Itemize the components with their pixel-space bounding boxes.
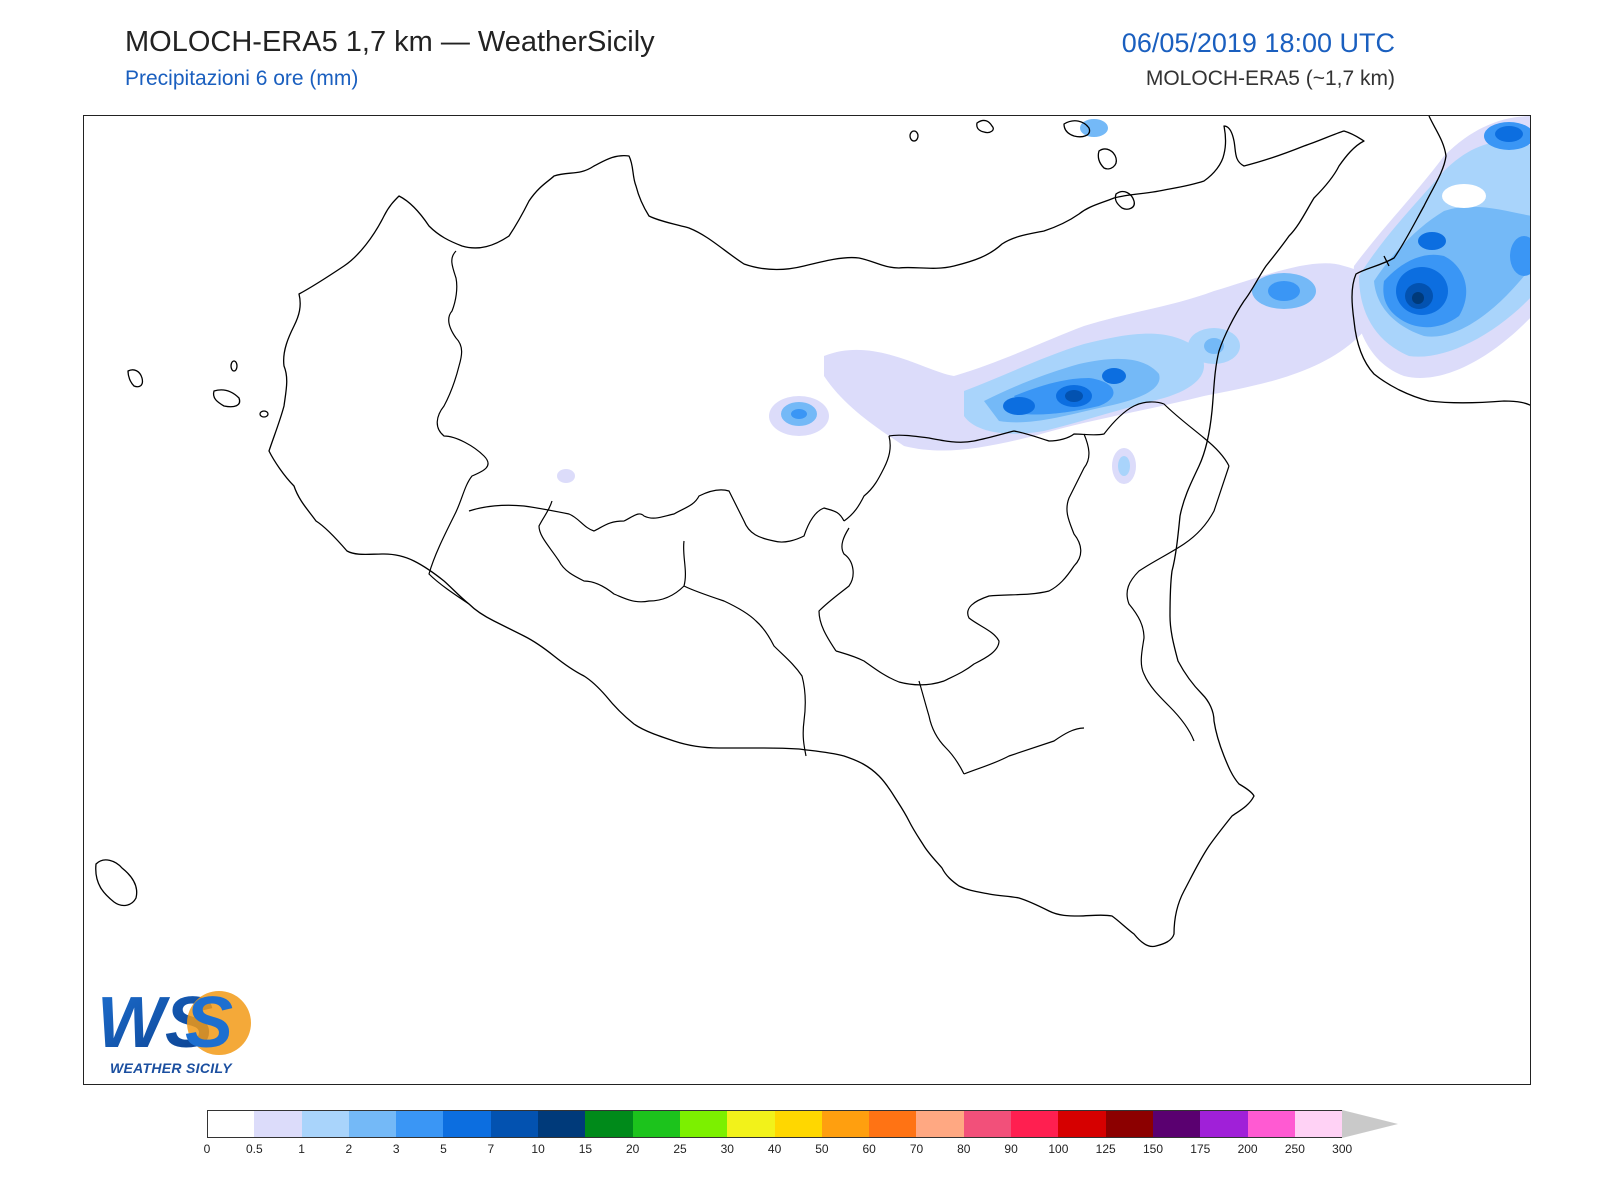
colorbar-cell (1247, 1110, 1295, 1138)
colorbar-tick-label: 1 (298, 1142, 305, 1156)
colorbar-cell (490, 1110, 539, 1138)
precip-area-lt1 (1442, 184, 1486, 208)
colorbar-tick-label: 0.5 (245, 1142, 263, 1156)
colorbar-cell (727, 1110, 775, 1138)
colorbar-cell (1105, 1110, 1153, 1138)
colorbar-tick-label: 175 (1190, 1142, 1211, 1156)
colorbar-tick-label: 70 (909, 1142, 924, 1156)
colorbar-cell (396, 1110, 444, 1138)
precipitation-colorbar (207, 1110, 1399, 1140)
precip-area-lt1 (557, 469, 575, 483)
colorbar-tick-label: 300 (1332, 1142, 1353, 1156)
colorbar-tick-label: 250 (1284, 1142, 1305, 1156)
precip-core-5to7 (1003, 397, 1035, 415)
colorbar-cell (679, 1110, 728, 1138)
colorbar-cell (254, 1110, 302, 1138)
colorbar-tick-label: 50 (815, 1142, 829, 1156)
precip-core-5to7 (1102, 368, 1126, 384)
precipitation-field (557, 116, 1530, 484)
colorbar-tick-label: 5 (440, 1142, 447, 1156)
colorbar-tick-label: 100 (1048, 1142, 1069, 1156)
colorbar-tick-label: 200 (1237, 1142, 1258, 1156)
colorbar-tick-label: 150 (1142, 1142, 1164, 1156)
colorbar-overflow-arrow (1342, 1110, 1399, 1138)
colorbar-cell (1152, 1110, 1201, 1138)
province-borders (428, 250, 1230, 775)
precip-area-1to2 (1118, 456, 1130, 476)
colorbar-cell (538, 1110, 586, 1138)
colorbar-cell (774, 1110, 822, 1138)
precip-core-5to7 (1418, 232, 1446, 250)
colorbar-cell (443, 1110, 491, 1138)
colorbar-cell (821, 1110, 870, 1138)
colorbar-cell (1200, 1110, 1248, 1138)
colorbar-cell (301, 1110, 349, 1138)
colorbar-tick-label: 30 (720, 1142, 734, 1156)
weathersicily-logo: WS S (97, 983, 257, 1085)
colorbar-cell (916, 1110, 964, 1138)
precip-area-3to5 (1268, 281, 1300, 301)
colorbar-cell (1058, 1110, 1106, 1138)
colorbar-cell (632, 1110, 680, 1138)
precip-core-7to10 (1065, 390, 1083, 402)
forecast-datetime: 06/05/2019 18:00 UTC (1121, 28, 1395, 58)
colorbar-tick-label: 7 (487, 1142, 495, 1156)
colorbar-tick-label: 20 (626, 1142, 640, 1156)
precipitation-map (95, 116, 1530, 948)
colorbar-labels: 0 0.5 1 2 3 5 7 10 15 20 25 30 40 50 60 70 80 90 100 125 150… (203, 1142, 1353, 1158)
colorbar-tick-label: 0 (203, 1142, 211, 1156)
precip-core-10to15 (1412, 292, 1424, 304)
colorbar-tick-label: 60 (862, 1142, 876, 1156)
logo-s: S (185, 985, 233, 1063)
colorbar-cell (1294, 1110, 1343, 1138)
colorbar-tick-label: 15 (578, 1142, 593, 1156)
colorbar-tick-label: 80 (957, 1142, 971, 1156)
precip-core-5to7 (1495, 126, 1523, 142)
colorbar-tick-label: 90 (1004, 1142, 1018, 1156)
model-label: MOLOCH-ERA5 (~1,7 km) (1145, 67, 1395, 90)
colorbar-tick-label: 25 (673, 1142, 687, 1156)
colorbar-tick-label: 40 (767, 1142, 782, 1156)
precip-area-3to5 (1510, 236, 1530, 276)
colorbar-cell (207, 1110, 255, 1138)
colorbar-tick-label: 125 (1095, 1142, 1116, 1156)
map-title: MOLOCH-ERA5 1,7 km — WeatherSicily (125, 26, 655, 58)
colorbar-tick-label: 2 (345, 1142, 353, 1156)
map-subtitle: Precipitazioni 6 ore (mm) (125, 67, 359, 90)
colorbar-cell (1011, 1110, 1059, 1138)
colorbar-cell (585, 1110, 633, 1138)
coastline (95, 116, 1530, 948)
precip-area-3to5 (791, 409, 807, 419)
colorbar-tick-label: 3 (392, 1142, 400, 1156)
precip-area-2to3 (1080, 119, 1108, 137)
colorbar-cell (869, 1110, 917, 1138)
colorbar-cell (963, 1110, 1012, 1138)
logo-text: WEATHER SICILY (110, 1060, 232, 1076)
map-frame (83, 115, 1531, 1085)
colorbar-tick-label: 10 (531, 1142, 545, 1156)
colorbar-cell (348, 1110, 397, 1138)
